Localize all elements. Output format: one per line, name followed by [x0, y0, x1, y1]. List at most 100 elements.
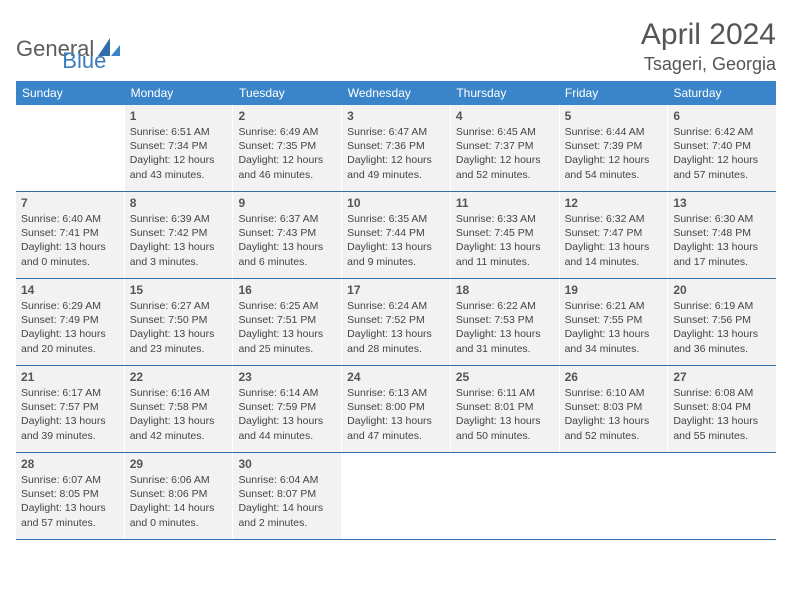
- day-cell: 4Sunrise: 6:45 AMSunset: 7:37 PMDaylight…: [451, 105, 560, 191]
- sunset-text: Sunset: 7:50 PM: [130, 313, 228, 327]
- day-cell: 20Sunrise: 6:19 AMSunset: 7:56 PMDayligh…: [668, 279, 776, 365]
- day-number: 15: [130, 283, 228, 297]
- day-cell: 10Sunrise: 6:35 AMSunset: 7:44 PMDayligh…: [342, 192, 451, 278]
- sunrise-text: Sunrise: 6:19 AM: [673, 299, 771, 313]
- location-label: Tsageri, Georgia: [641, 54, 776, 75]
- sunset-text: Sunset: 7:40 PM: [673, 139, 771, 153]
- sunrise-text: Sunrise: 6:08 AM: [673, 386, 771, 400]
- sunset-text: Sunset: 7:35 PM: [238, 139, 336, 153]
- sunset-text: Sunset: 7:51 PM: [238, 313, 336, 327]
- sunset-text: Sunset: 8:04 PM: [673, 400, 771, 414]
- dayhead-mon: Monday: [125, 81, 234, 105]
- week-row: 28Sunrise: 6:07 AMSunset: 8:05 PMDayligh…: [16, 453, 776, 540]
- daylight-text: and 50 minutes.: [456, 429, 554, 443]
- daylight-text: Daylight: 13 hours: [456, 327, 554, 341]
- sunset-text: Sunset: 7:49 PM: [21, 313, 119, 327]
- daylight-text: Daylight: 12 hours: [673, 153, 771, 167]
- daylight-text: Daylight: 13 hours: [21, 501, 119, 515]
- sunset-text: Sunset: 7:53 PM: [456, 313, 554, 327]
- sunset-text: Sunset: 7:59 PM: [238, 400, 336, 414]
- day-cell: [668, 453, 776, 539]
- dayhead-sat: Saturday: [667, 81, 776, 105]
- sunrise-text: Sunrise: 6:44 AM: [565, 125, 663, 139]
- day-cell: [451, 453, 560, 539]
- dayhead-sun: Sunday: [16, 81, 125, 105]
- daylight-text: and 39 minutes.: [21, 429, 119, 443]
- day-number: 25: [456, 370, 554, 384]
- daylight-text: and 44 minutes.: [238, 429, 336, 443]
- daylight-text: and 36 minutes.: [673, 342, 771, 356]
- sunset-text: Sunset: 7:37 PM: [456, 139, 554, 153]
- day-header-row: Sunday Monday Tuesday Wednesday Thursday…: [16, 81, 776, 105]
- daylight-text: and 25 minutes.: [238, 342, 336, 356]
- day-cell: 30Sunrise: 6:04 AMSunset: 8:07 PMDayligh…: [233, 453, 342, 539]
- sunset-text: Sunset: 8:01 PM: [456, 400, 554, 414]
- daylight-text: and 0 minutes.: [21, 255, 119, 269]
- day-number: 1: [130, 109, 228, 123]
- day-cell: 22Sunrise: 6:16 AMSunset: 7:58 PMDayligh…: [125, 366, 234, 452]
- daylight-text: and 52 minutes.: [456, 168, 554, 182]
- day-number: 26: [565, 370, 663, 384]
- sunrise-text: Sunrise: 6:17 AM: [21, 386, 119, 400]
- sunrise-text: Sunrise: 6:37 AM: [238, 212, 336, 226]
- sunrise-text: Sunrise: 6:49 AM: [238, 125, 336, 139]
- daylight-text: and 34 minutes.: [565, 342, 663, 356]
- sunrise-text: Sunrise: 6:45 AM: [456, 125, 554, 139]
- day-number: 21: [21, 370, 119, 384]
- sunset-text: Sunset: 7:43 PM: [238, 226, 336, 240]
- sunrise-text: Sunrise: 6:40 AM: [21, 212, 119, 226]
- daylight-text: Daylight: 14 hours: [130, 501, 228, 515]
- day-number: 29: [130, 457, 228, 471]
- daylight-text: and 55 minutes.: [673, 429, 771, 443]
- sunset-text: Sunset: 7:57 PM: [21, 400, 119, 414]
- day-number: 22: [130, 370, 228, 384]
- sunrise-text: Sunrise: 6:16 AM: [130, 386, 228, 400]
- calendar-grid: Sunday Monday Tuesday Wednesday Thursday…: [16, 81, 776, 540]
- daylight-text: and 11 minutes.: [456, 255, 554, 269]
- daylight-text: Daylight: 13 hours: [347, 327, 445, 341]
- daylight-text: Daylight: 13 hours: [21, 327, 119, 341]
- day-number: 24: [347, 370, 445, 384]
- day-cell: 3Sunrise: 6:47 AMSunset: 7:36 PMDaylight…: [342, 105, 451, 191]
- sunrise-text: Sunrise: 6:06 AM: [130, 473, 228, 487]
- sunset-text: Sunset: 8:00 PM: [347, 400, 445, 414]
- day-number: 7: [21, 196, 119, 210]
- sunrise-text: Sunrise: 6:51 AM: [130, 125, 228, 139]
- daylight-text: and 52 minutes.: [565, 429, 663, 443]
- daylight-text: and 46 minutes.: [238, 168, 336, 182]
- day-number: 19: [565, 283, 663, 297]
- sunrise-text: Sunrise: 6:22 AM: [456, 299, 554, 313]
- day-cell: [560, 453, 669, 539]
- day-cell: 16Sunrise: 6:25 AMSunset: 7:51 PMDayligh…: [233, 279, 342, 365]
- sunrise-text: Sunrise: 6:27 AM: [130, 299, 228, 313]
- daylight-text: Daylight: 13 hours: [565, 327, 663, 341]
- sunrise-text: Sunrise: 6:35 AM: [347, 212, 445, 226]
- day-number: 2: [238, 109, 336, 123]
- day-number: 20: [673, 283, 771, 297]
- sunset-text: Sunset: 8:05 PM: [21, 487, 119, 501]
- day-number: 17: [347, 283, 445, 297]
- sunrise-text: Sunrise: 6:07 AM: [21, 473, 119, 487]
- day-cell: 8Sunrise: 6:39 AMSunset: 7:42 PMDaylight…: [125, 192, 234, 278]
- sunrise-text: Sunrise: 6:13 AM: [347, 386, 445, 400]
- daylight-text: and 43 minutes.: [130, 168, 228, 182]
- daylight-text: Daylight: 13 hours: [238, 240, 336, 254]
- day-number: 27: [673, 370, 771, 384]
- sunrise-text: Sunrise: 6:30 AM: [673, 212, 771, 226]
- sunrise-text: Sunrise: 6:14 AM: [238, 386, 336, 400]
- week-row: 21 Sunrise: 6:17 AMSunset: 7:57 PMDayligh…: [16, 366, 776, 453]
- daylight-text: and 42 minutes.: [130, 429, 228, 443]
- sunset-text: Sunset: 7:58 PM: [130, 400, 228, 414]
- day-number: 4: [456, 109, 554, 123]
- dayhead-tue: Tuesday: [233, 81, 342, 105]
- day-number: 8: [130, 196, 228, 210]
- daylight-text: and 9 minutes.: [347, 255, 445, 269]
- day-number: 10: [347, 196, 445, 210]
- daylight-text: and 57 minutes.: [673, 168, 771, 182]
- daylight-text: and 31 minutes.: [456, 342, 554, 356]
- header: General Blue April 2024 Tsageri, Georgia: [16, 18, 776, 75]
- sunset-text: Sunset: 7:36 PM: [347, 139, 445, 153]
- daylight-text: Daylight: 13 hours: [21, 414, 119, 428]
- daylight-text: and 3 minutes.: [130, 255, 228, 269]
- daylight-text: Daylight: 13 hours: [565, 240, 663, 254]
